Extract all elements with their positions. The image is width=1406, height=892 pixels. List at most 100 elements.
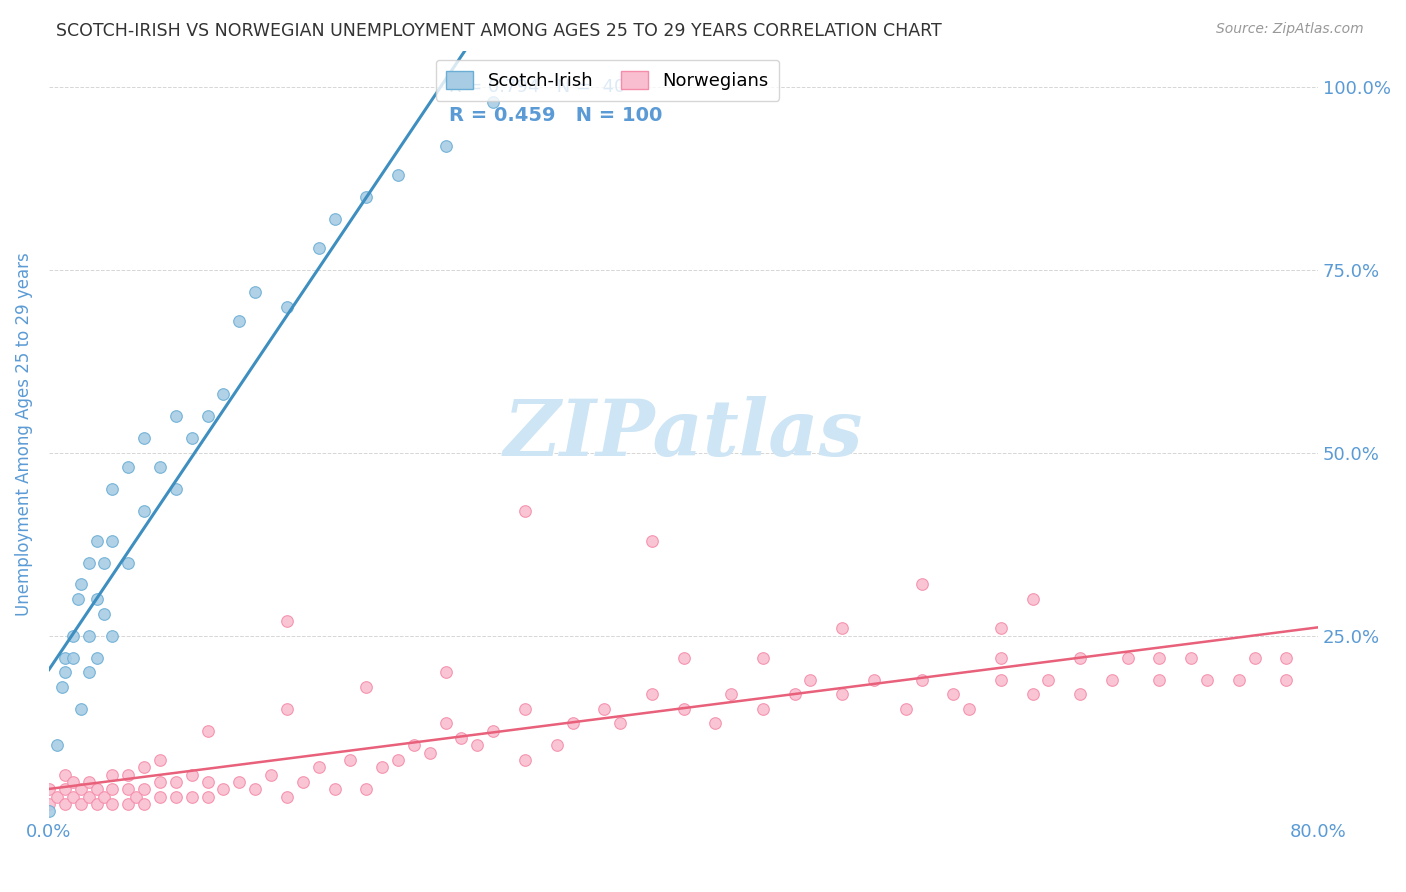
Point: [1275, 673, 1298, 687]
Point: [86, 533, 108, 548]
Point: [482, 95, 505, 109]
Point: [513, 702, 536, 716]
Point: [93, 556, 115, 570]
Point: [93, 607, 115, 621]
Point: [387, 168, 409, 182]
Point: [134, 431, 156, 445]
Text: ZIPatlas: ZIPatlas: [503, 396, 863, 473]
Point: [1227, 673, 1250, 687]
Point: [1038, 673, 1060, 687]
Point: [1197, 673, 1219, 687]
Point: [387, 753, 409, 767]
Point: [276, 702, 298, 716]
Point: [339, 753, 361, 767]
Point: [831, 687, 853, 701]
Point: [51, 680, 73, 694]
Legend: Scotch-Irish, Norwegians: Scotch-Irish, Norwegians: [436, 60, 779, 101]
Point: [69, 577, 91, 591]
Point: [180, 767, 202, 781]
Point: [276, 789, 298, 804]
Point: [513, 504, 536, 518]
Point: [53, 650, 76, 665]
Point: [546, 739, 568, 753]
Point: [101, 533, 124, 548]
Point: [1021, 687, 1043, 701]
Point: [957, 702, 980, 716]
Point: [212, 387, 235, 401]
Point: [165, 775, 187, 789]
Point: [134, 504, 156, 518]
Point: [149, 460, 172, 475]
Point: [86, 592, 108, 607]
Point: [180, 789, 202, 804]
Point: [308, 760, 330, 774]
Point: [356, 190, 378, 204]
Point: [276, 300, 298, 314]
Point: [990, 650, 1012, 665]
Point: [450, 731, 472, 745]
Point: [86, 797, 108, 811]
Point: [180, 431, 202, 445]
Point: [38, 804, 60, 818]
Point: [228, 314, 250, 328]
Point: [165, 483, 187, 497]
Point: [245, 285, 267, 299]
Point: [1069, 687, 1091, 701]
Point: [134, 797, 156, 811]
Point: [197, 723, 219, 738]
Point: [672, 650, 695, 665]
Point: [1149, 673, 1171, 687]
Point: [134, 782, 156, 797]
Point: [752, 650, 775, 665]
Point: [69, 797, 91, 811]
Point: [62, 650, 84, 665]
Point: [434, 665, 457, 680]
Point: [117, 460, 139, 475]
Point: [101, 483, 124, 497]
Point: [77, 629, 100, 643]
Point: [863, 673, 886, 687]
Point: [165, 409, 187, 424]
Point: [197, 409, 219, 424]
Point: [53, 767, 76, 781]
Point: [77, 789, 100, 804]
Text: SCOTCH-IRISH VS NORWEGIAN UNEMPLOYMENT AMONG AGES 25 TO 29 YEARS CORRELATION CHA: SCOTCH-IRISH VS NORWEGIAN UNEMPLOYMENT A…: [56, 22, 942, 40]
Point: [117, 797, 139, 811]
Point: [245, 782, 267, 797]
Point: [1069, 650, 1091, 665]
Point: [1180, 650, 1202, 665]
Point: [228, 775, 250, 789]
Point: [69, 782, 91, 797]
Point: [212, 782, 235, 797]
Point: [799, 673, 821, 687]
Point: [371, 760, 394, 774]
Point: [752, 702, 775, 716]
Point: [419, 746, 441, 760]
Point: [1116, 650, 1139, 665]
Point: [308, 241, 330, 255]
Point: [149, 775, 172, 789]
Point: [62, 629, 84, 643]
Point: [77, 775, 100, 789]
Point: [641, 533, 664, 548]
Point: [77, 556, 100, 570]
Point: [990, 673, 1012, 687]
Point: [101, 629, 124, 643]
Point: [101, 767, 124, 781]
Point: [149, 753, 172, 767]
Point: [894, 702, 917, 716]
Point: [434, 716, 457, 731]
Point: [356, 680, 378, 694]
Point: [1243, 650, 1265, 665]
Point: [101, 797, 124, 811]
Point: [125, 789, 148, 804]
Point: [53, 665, 76, 680]
Point: [356, 782, 378, 797]
Point: [910, 577, 932, 591]
Point: [1021, 592, 1043, 607]
Point: [323, 782, 346, 797]
Point: [465, 739, 488, 753]
Point: [117, 782, 139, 797]
Point: [672, 702, 695, 716]
Point: [561, 716, 583, 731]
